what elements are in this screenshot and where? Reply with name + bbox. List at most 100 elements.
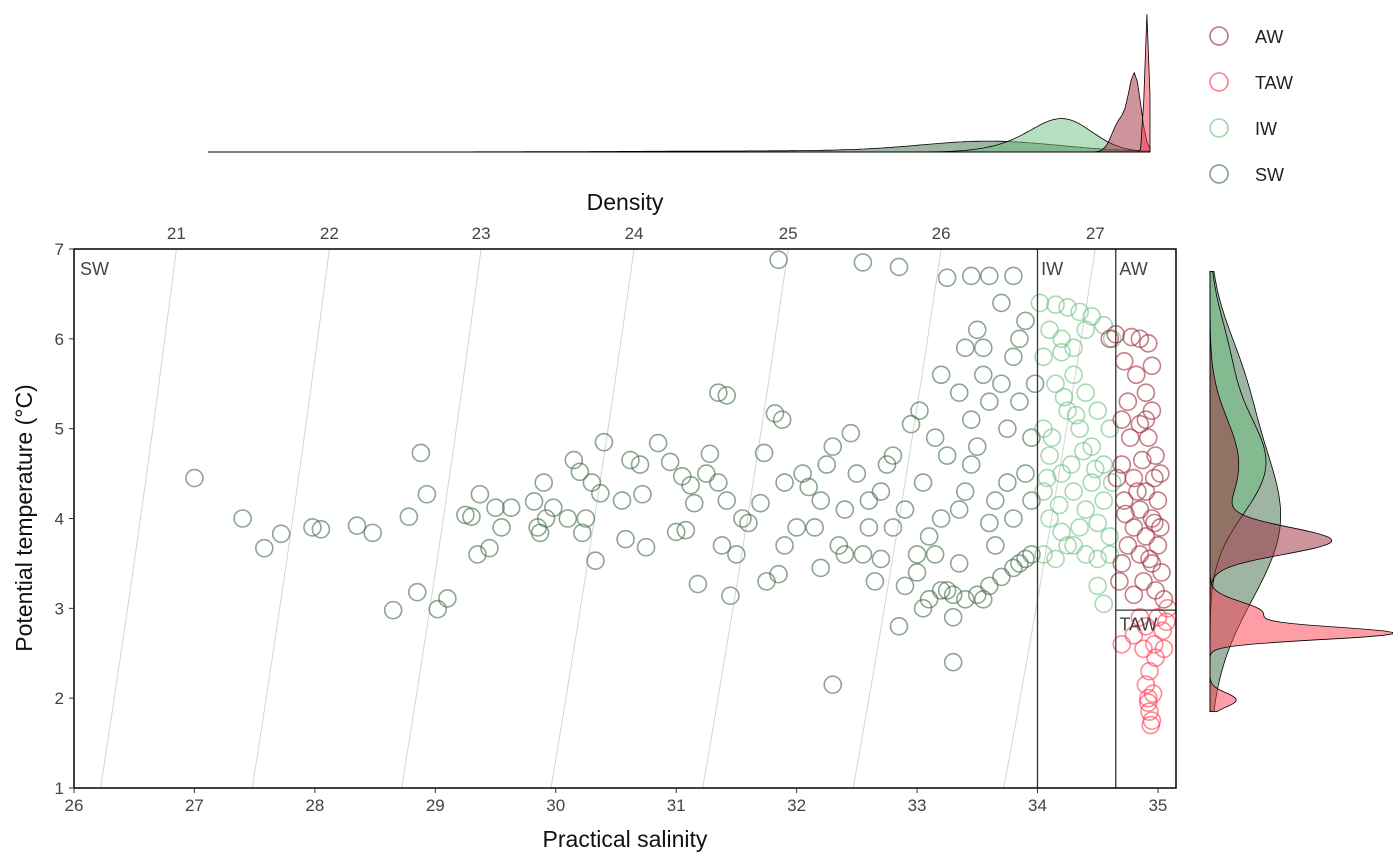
point-sw [1016,464,1035,483]
point-sw [733,509,752,528]
point-sw [949,383,969,403]
point-sw [853,253,873,272]
point-sw [901,414,921,434]
point-aw [1118,392,1138,412]
y-tick-label: 3 [55,599,64,618]
point-sw [823,437,843,456]
point-sw [594,432,614,452]
legend-label-sw: SW [1255,165,1284,185]
right-density-taw [1209,271,1393,713]
point-iw [1040,509,1059,528]
point-aw [1132,450,1152,470]
x-tick-label: 33 [908,796,927,815]
point-sw [185,468,204,488]
point-sw [937,268,957,288]
x-tick-label: 28 [305,796,324,815]
point-sw [582,473,602,492]
point-taw [1140,702,1159,721]
point-iw [1076,500,1095,519]
point-sw [787,518,806,537]
point-aw [1107,468,1127,488]
point-sw [564,450,584,470]
point-sw [910,401,929,421]
point-sw [980,266,999,286]
legend-key-iw [1209,118,1229,138]
point-iw [1061,455,1081,474]
point-sw [775,473,794,492]
y-tick-label: 2 [55,689,64,708]
point-aw [1148,491,1168,510]
point-aw [1142,401,1162,421]
point-sw [468,545,487,564]
point-sw [407,582,427,602]
point-sw [1016,311,1035,331]
point-sw [859,491,879,510]
point-aw [1145,513,1164,533]
top-density-marginal [208,14,1151,153]
point-sw [757,572,776,591]
right-temperature-marginal [1209,271,1393,713]
density-axis-title: Density [587,189,664,215]
point-iw [1058,298,1077,317]
point-iw [1052,329,1071,349]
point-sw [889,257,909,277]
point-sw [913,599,933,618]
point-sw [524,492,544,511]
point-sw [961,410,981,429]
point-iw [1049,495,1069,515]
isoline-24 [550,249,635,788]
point-sw [859,518,879,537]
point-sw [931,581,951,600]
point-sw [1010,554,1029,573]
point-aw [1136,527,1156,546]
y-tick-label: 7 [55,240,64,259]
region-label-sw: SW [80,259,109,279]
point-aw [1136,383,1156,403]
point-sw [955,482,975,501]
isoline-23 [401,249,482,788]
point-sw [775,536,794,555]
point-sw [621,450,640,470]
point-aw [1116,504,1135,524]
plot-frame [73,248,1177,789]
point-aw [1136,482,1156,501]
point-iw [1058,401,1077,421]
point-taw [1112,634,1132,654]
density-tick-label: 26 [932,224,951,243]
y-tick-label: 5 [55,420,64,439]
point-iw [1082,437,1101,456]
point-iw [1064,338,1083,358]
point-taw [1138,693,1158,712]
point-sw [612,491,632,510]
legend-label-taw: TAW [1255,73,1293,93]
point-aw [1124,518,1144,537]
point-sw [1010,392,1029,412]
point-sw [536,509,556,528]
point-iw [1052,343,1071,362]
point-sw [769,250,788,270]
density-tick-label: 27 [1086,224,1105,243]
point-sw [696,464,716,483]
point-sw [871,482,891,501]
legend-key-sw [1209,164,1229,184]
point-taw [1124,625,1144,645]
point-sw [931,509,951,528]
point-iw [1040,320,1059,340]
point-sw [955,590,975,609]
point-sw [576,509,596,528]
point-sw [1010,329,1029,349]
point-iw [1088,513,1108,533]
point-aw [1142,356,1162,376]
point-sw [648,433,668,453]
point-iw [1088,401,1108,421]
point-sw [501,498,521,518]
point-sw [572,523,592,543]
point-sw [363,523,382,543]
point-aw [1112,455,1132,474]
point-sw [949,500,969,519]
point-sw [992,374,1011,394]
point-sw [681,475,700,495]
point-aw [1120,428,1140,447]
point-sw [254,538,274,558]
point-sw [805,518,824,537]
